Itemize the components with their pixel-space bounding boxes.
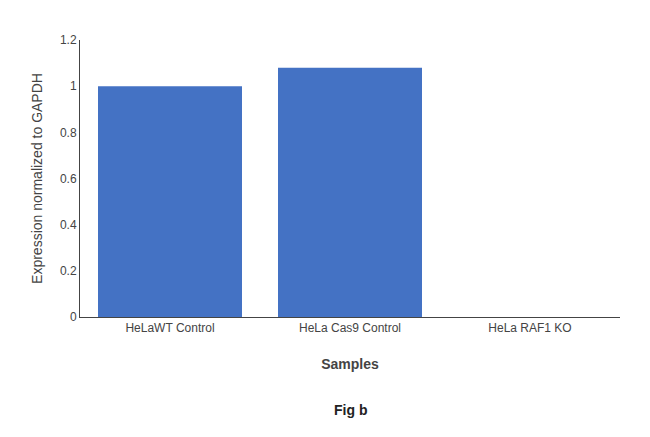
svg-text:1: 1	[70, 79, 77, 93]
svg-text:HeLaWT Control: HeLaWT Control	[125, 321, 214, 335]
svg-text:0.4: 0.4	[60, 218, 77, 232]
svg-text:0.6: 0.6	[60, 172, 77, 186]
svg-text:0.2: 0.2	[60, 264, 77, 278]
svg-text:0.8: 0.8	[60, 126, 77, 140]
svg-text:HeLa Cas9 Control: HeLa Cas9 Control	[299, 321, 401, 335]
svg-text:HeLa RAF1 KO: HeLa RAF1 KO	[488, 321, 571, 335]
svg-text:0: 0	[70, 310, 77, 324]
svg-text:1.2: 1.2	[60, 33, 77, 47]
svg-text:Samples: Samples	[321, 356, 379, 372]
svg-text:Fig b: Fig b	[334, 402, 367, 418]
svg-text:Expression normalized to GAPDH: Expression normalized to GAPDH	[29, 73, 45, 284]
